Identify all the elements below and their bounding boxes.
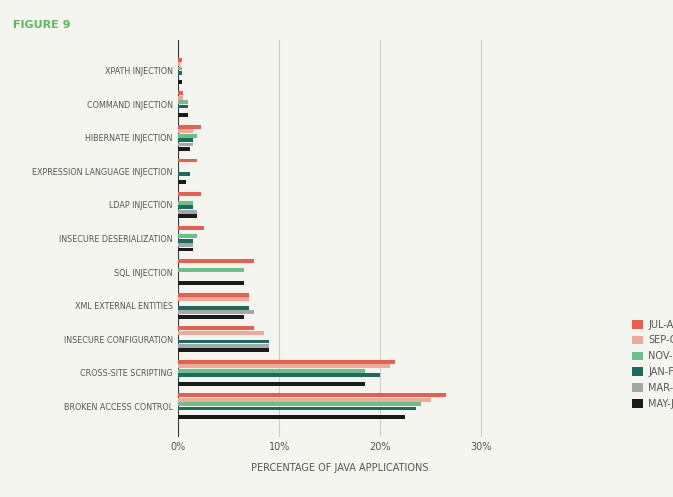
- Bar: [178, 226, 203, 230]
- Bar: [178, 201, 194, 205]
- Bar: [178, 138, 194, 142]
- Bar: [178, 327, 254, 330]
- Bar: [178, 192, 201, 196]
- Bar: [178, 310, 254, 314]
- Bar: [178, 369, 365, 373]
- Bar: [178, 344, 269, 348]
- Bar: [178, 293, 249, 297]
- Bar: [178, 143, 194, 147]
- Bar: [178, 125, 201, 129]
- Bar: [178, 306, 249, 310]
- Bar: [178, 415, 405, 419]
- Bar: [178, 58, 182, 62]
- Bar: [178, 147, 190, 151]
- Bar: [178, 360, 395, 364]
- Bar: [178, 331, 264, 334]
- Bar: [178, 398, 431, 402]
- Bar: [178, 134, 197, 138]
- Bar: [178, 71, 182, 75]
- Bar: [178, 113, 188, 117]
- Bar: [178, 248, 194, 251]
- Bar: [178, 235, 197, 238]
- Bar: [178, 62, 182, 66]
- Bar: [178, 180, 186, 184]
- Bar: [178, 67, 182, 71]
- Bar: [178, 159, 197, 163]
- Bar: [178, 100, 188, 104]
- Bar: [178, 129, 194, 133]
- Bar: [178, 268, 244, 272]
- Bar: [178, 394, 446, 397]
- Bar: [178, 91, 183, 95]
- Bar: [178, 214, 197, 218]
- Bar: [178, 205, 194, 209]
- Bar: [178, 239, 194, 243]
- Bar: [178, 96, 183, 100]
- Bar: [178, 281, 244, 285]
- Bar: [178, 210, 197, 214]
- Legend: JUL-AUG, SEP-OCT, NOV-DEC, JAN-FEB, MAR-APR, MAY-JUN: JUL-AUG, SEP-OCT, NOV-DEC, JAN-FEB, MAR-…: [628, 316, 673, 413]
- Bar: [178, 259, 254, 263]
- Bar: [178, 373, 380, 377]
- Bar: [178, 297, 249, 301]
- X-axis label: PERCENTAGE OF JAVA APPLICATIONS: PERCENTAGE OF JAVA APPLICATIONS: [251, 463, 429, 473]
- Text: FIGURE 9: FIGURE 9: [13, 20, 71, 30]
- Bar: [178, 348, 269, 352]
- Bar: [178, 243, 194, 247]
- Bar: [178, 339, 269, 343]
- Bar: [178, 171, 190, 175]
- Bar: [178, 407, 415, 411]
- Bar: [178, 364, 390, 368]
- Bar: [178, 402, 421, 406]
- Bar: [178, 315, 244, 319]
- Bar: [178, 104, 188, 108]
- Bar: [178, 382, 365, 386]
- Bar: [178, 80, 182, 83]
